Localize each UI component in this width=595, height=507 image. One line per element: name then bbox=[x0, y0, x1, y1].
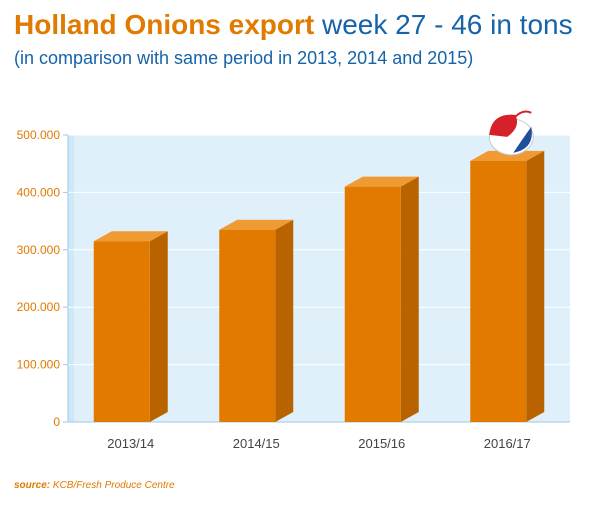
bar-top bbox=[470, 150, 545, 161]
bars bbox=[93, 150, 545, 422]
y-axis-ticks: 0 100.000 200.000 300.000 400.000 500.000 bbox=[17, 128, 68, 429]
y-tick-label: 500.000 bbox=[17, 128, 61, 142]
bar bbox=[93, 231, 168, 422]
chart-title: Holland Onions export week 27 - 46 in to… bbox=[14, 8, 573, 42]
plot-left-wall bbox=[68, 135, 74, 422]
source-note: source: KCB/Fresh Produce Centre bbox=[14, 480, 175, 491]
bar-side bbox=[400, 176, 419, 422]
bar-top bbox=[93, 231, 168, 242]
bar-top bbox=[219, 219, 294, 230]
x-category-label: 2016/17 bbox=[484, 436, 531, 451]
title-bold-part: Holland Onions export bbox=[14, 9, 315, 40]
y-tick-label: 400.000 bbox=[17, 185, 61, 199]
onion-flag-icon bbox=[488, 110, 534, 156]
bar bbox=[219, 219, 294, 422]
chart-subtitle: (in comparison with same period in 2013,… bbox=[14, 48, 474, 68]
y-tick-label: 0 bbox=[53, 415, 60, 429]
source-label: source: bbox=[14, 480, 51, 491]
x-category-label: 2014/15 bbox=[233, 436, 280, 451]
bar-chart: 0 100.000 200.000 300.000 400.000 500.000 201… bbox=[17, 110, 570, 451]
bar-side bbox=[149, 231, 168, 422]
onion-red-stripe bbox=[489, 114, 518, 137]
bar-side bbox=[526, 150, 545, 422]
bar-front bbox=[470, 160, 527, 422]
onion-stem bbox=[514, 110, 532, 118]
y-tick-label: 300.000 bbox=[17, 243, 61, 257]
bar-front bbox=[344, 186, 401, 422]
source-text: KCB/Fresh Produce Centre bbox=[52, 480, 175, 491]
y-tick-label: 200.000 bbox=[17, 300, 61, 314]
bar bbox=[344, 176, 419, 422]
bar-side bbox=[275, 219, 294, 422]
x-axis-labels: 2013/14 2014/15 2015/16 2016/17 bbox=[107, 436, 531, 451]
bar-front bbox=[219, 229, 276, 422]
bar bbox=[470, 150, 545, 422]
bar-front bbox=[93, 241, 150, 422]
bar-top bbox=[344, 176, 419, 187]
y-tick-label: 100.000 bbox=[17, 358, 61, 372]
title-rest-part: week 27 - 46 in tons bbox=[322, 9, 573, 40]
x-category-label: 2013/14 bbox=[107, 436, 154, 451]
x-category-label: 2015/16 bbox=[358, 436, 405, 451]
onion-blue-stripe bbox=[513, 126, 532, 153]
